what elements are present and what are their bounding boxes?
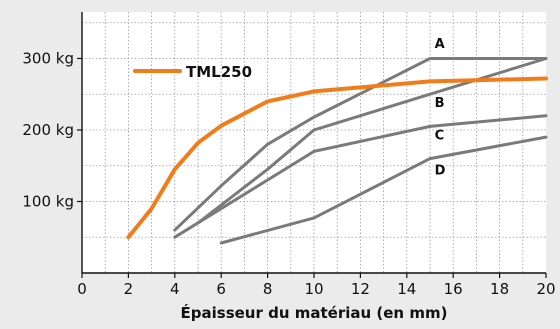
series-label-d: D [435, 163, 446, 178]
x-tick-label: 8 [263, 280, 273, 298]
y-tick-label: 200 kg [22, 121, 74, 139]
legend-label-tml250: TML250 [186, 63, 252, 81]
series-line-b [173, 114, 548, 239]
x-tick-label: 6 [216, 280, 226, 298]
x-tick-label: 2 [124, 280, 134, 298]
x-tick-label: 12 [351, 280, 370, 298]
x-tick-label: 18 [490, 280, 509, 298]
series-label-a: A [435, 37, 445, 52]
x-tick-label: 14 [397, 280, 416, 298]
x-tick-label: 0 [77, 280, 87, 298]
series [126, 57, 548, 245]
series-line-tml250 [126, 76, 548, 240]
x-tick-label: 20 [536, 280, 555, 298]
series-line-a [173, 57, 548, 232]
x-tick-label: 16 [444, 280, 463, 298]
series-line-c [219, 135, 548, 245]
y-tick-label: 300 kg [22, 49, 74, 67]
ticks: 0 2 4 6 8 10 12 14 16 18 20 100 kg 200 kg 300 kg [22, 49, 555, 298]
x-axis-title: Épaisseur du matériau (en mm) [181, 303, 448, 322]
series-label-b: B [435, 96, 445, 111]
series-label-c: C [435, 128, 445, 143]
x-tick-label: 4 [170, 280, 180, 298]
grid [82, 12, 546, 273]
x-tick-label: 10 [304, 280, 323, 298]
series-labels: A B C D [435, 37, 446, 179]
y-tick-label: 100 kg [22, 192, 74, 210]
legend: TML250 [133, 63, 252, 81]
